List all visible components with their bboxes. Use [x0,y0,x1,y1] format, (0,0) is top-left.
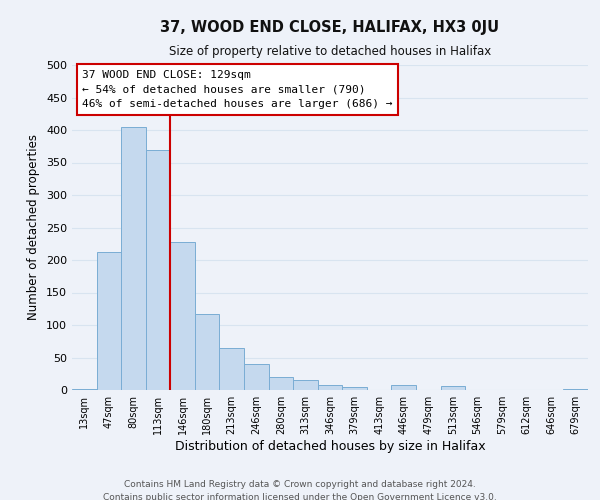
Bar [170,242,195,390]
Text: 37, WOOD END CLOSE, HALIFAX, HX3 0JU: 37, WOOD END CLOSE, HALIFAX, HX3 0JU [160,20,500,35]
Text: 37 WOOD END CLOSE: 129sqm
← 54% of detached houses are smaller (790)
46% of semi: 37 WOOD END CLOSE: 129sqm ← 54% of detac… [82,70,393,110]
Bar [195,314,220,390]
Bar [391,385,416,390]
Bar [318,385,342,390]
Bar [440,386,465,390]
Text: Contains HM Land Registry data © Crown copyright and database right 2024.: Contains HM Land Registry data © Crown c… [124,480,476,489]
X-axis label: Distribution of detached houses by size in Halifax: Distribution of detached houses by size … [175,440,485,453]
Bar [220,348,244,390]
Bar [97,252,121,390]
Text: Contains public sector information licensed under the Open Government Licence v3: Contains public sector information licen… [103,492,497,500]
Y-axis label: Number of detached properties: Number of detached properties [28,134,40,320]
Bar [342,387,367,390]
Bar [269,377,293,390]
Bar [293,380,318,390]
Bar [146,150,170,390]
Bar [121,126,146,390]
Bar [563,388,588,390]
Bar [244,364,269,390]
Bar [72,388,97,390]
Text: Size of property relative to detached houses in Halifax: Size of property relative to detached ho… [169,45,491,58]
